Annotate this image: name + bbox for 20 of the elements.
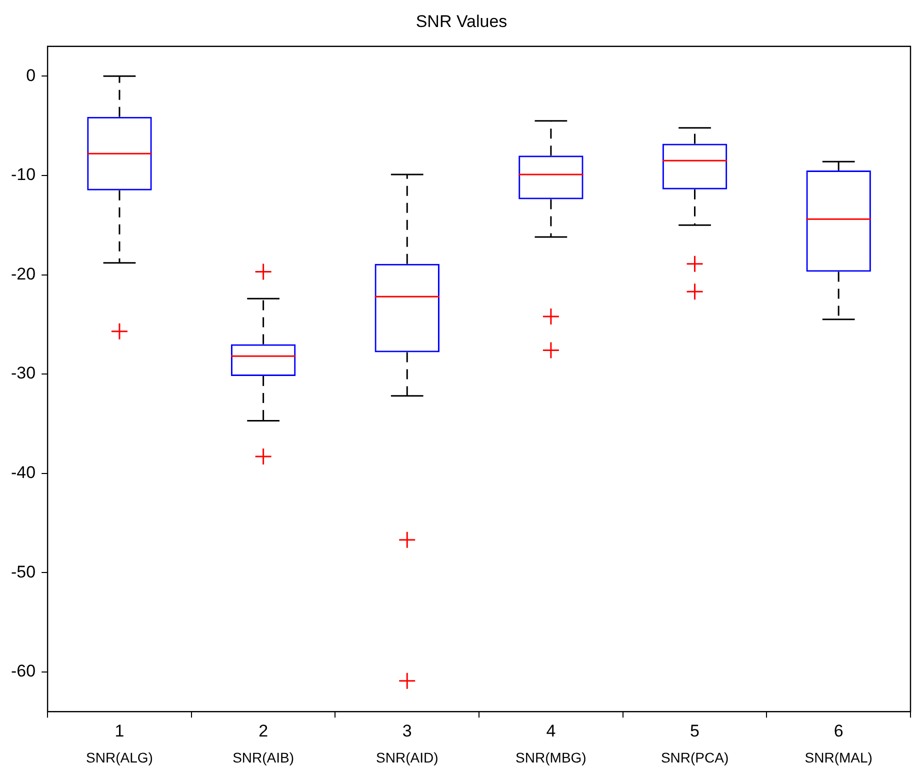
y-tick-label: -60 [10,662,36,681]
x-tick-label: 4 [546,721,556,740]
y-tick-label: -40 [10,463,36,482]
chart-title: SNR Values [416,12,508,31]
text: SNR(PCA) [660,749,729,766]
text: SNR(MBG) [516,749,586,766]
x-tick-label: 3 [402,721,412,740]
text: SNR(MAL) [804,749,872,766]
y-tick-label: -10 [10,165,36,184]
x-tick-label: 6 [834,721,844,740]
text: SNR(AID) [376,749,438,766]
x-tick-label: 2 [258,721,268,740]
x-tick-label: 5 [690,721,700,740]
text: SNR(ALG) [86,749,153,766]
x-tick-label: 1 [114,721,124,740]
y-tick-label: -50 [10,562,36,582]
y-tick-label: -20 [10,264,36,284]
y-tick-label: -30 [10,364,36,383]
text: SNR(AIB) [232,749,294,766]
y-tick-label: 0 [26,66,36,85]
